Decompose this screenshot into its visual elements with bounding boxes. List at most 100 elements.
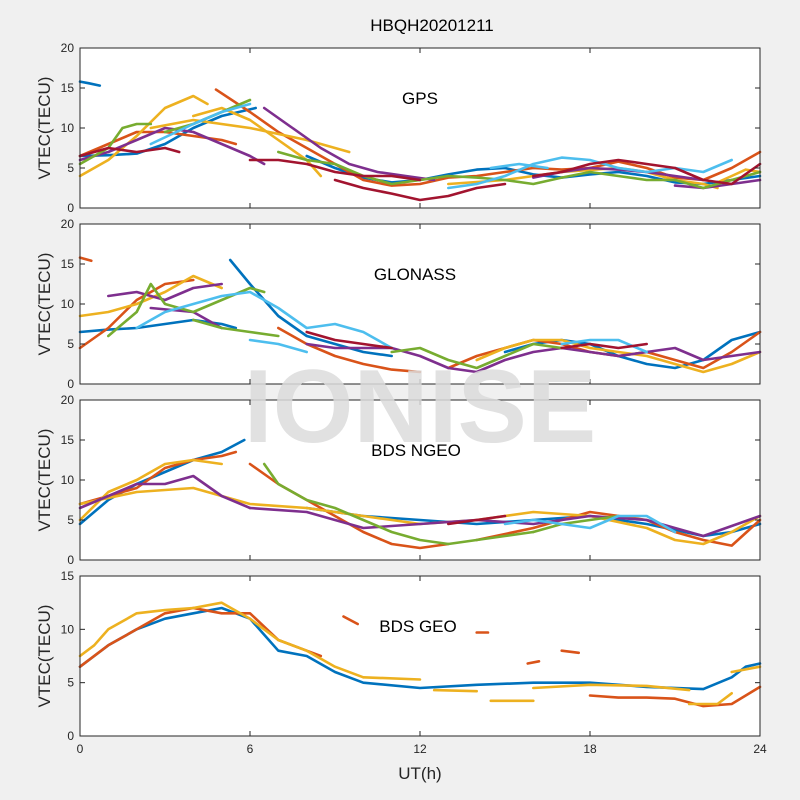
series-group-bds-ngeo [78,438,762,550]
series-line-gps-18 [149,102,252,146]
axes-frame-glonass [79,223,761,385]
series-line-glonass-20 [560,342,649,350]
x-tick-label: 24 [753,742,767,756]
series-line-bds-ngeo-8 [78,474,252,510]
series-line-glonass-8 [78,274,223,318]
series-line-gps-8 [149,118,351,154]
ticks-glonass: 0 5 10 15 20 [61,217,761,391]
plot-area-bds-geo [80,576,760,736]
y-tick-label: 0 [67,201,74,215]
axes-frame-gps [79,47,761,209]
series-line-gps-21 [78,146,181,158]
series-group-gps [78,80,762,202]
series-line-bds-geo-13 [687,691,734,706]
x-tick-label: 6 [247,742,254,756]
y-tick-label: 15 [61,81,75,95]
y-tick-label: 10 [61,622,75,636]
panel-glonass: 0 5 10 15 20 GLONASS VTEC(TECU) [35,217,762,391]
series-line-gps-1 [78,80,102,87]
series-line-gps-6 [78,94,209,178]
series-line-glonass-5 [78,278,195,350]
panel-label-bds-geo: BDS GEO [379,617,456,636]
y-axis-label-gps: VTEC(TECU) [35,77,54,180]
y-tick-label: 5 [67,513,74,527]
series-line-bds-geo-3 [342,615,360,626]
x-tick-label: 0 [77,742,84,756]
series-line-bds-geo-7 [588,685,762,708]
y-tick-label: 10 [61,473,75,487]
series-line-gps-23 [333,178,507,202]
watermark: IONISE [244,349,597,465]
series-line-glonass-14 [192,318,280,338]
series-line-gps-10 [716,168,762,184]
series-line-glonass-16 [135,290,394,350]
series-line-bds-ngeo-9 [248,506,762,538]
y-tick-label: 15 [61,569,75,583]
series-line-bds-ngeo-12 [503,514,677,534]
series-line-glonass-1 [78,256,93,263]
series-line-bds-geo-10 [432,688,479,693]
y-tick-label: 15 [61,257,75,271]
x-axis-label: UT(h) [398,764,441,783]
y-tick-label: 15 [61,433,75,447]
series-line-bds-ngeo-2 [305,506,762,538]
y-tick-label: 0 [67,729,74,743]
y-tick-label: 10 [61,297,75,311]
series-line-gps-24 [531,158,762,186]
ticks-gps: 0 5 10 15 20 [61,41,761,215]
series-line-bds-ngeo-1 [78,438,246,526]
series-group-bds-geo [78,601,762,708]
series-line-gps-20 [489,162,549,170]
y-tick-label: 5 [67,676,74,690]
panel-bds-geo: 0 5 10 15 0 6 12 18 24 BDS GEO VTEC(TECU) [35,569,767,756]
y-axis-label-bds-geo: VTEC(TECU) [35,605,54,708]
series-line-gps-14 [673,178,762,190]
series-line-gps-17 [276,150,762,190]
series-line-glonass-2 [78,318,238,334]
panel-bds-ngeo: 0 5 10 15 20 BDS NGEO VTEC(TECU) [35,393,762,567]
axes-frame-bds-geo [79,575,761,737]
series-line-bds-ngeo-13 [446,514,507,526]
y-tick-label: 5 [67,337,74,351]
series-line-glonass-19 [305,330,394,350]
panel-label-bds-ngeo: BDS NGEO [371,441,461,460]
series-line-glonass-17 [248,338,309,354]
series-group-glonass [78,256,762,374]
x-tick-label: 18 [583,742,597,756]
series-line-glonass-10 [107,282,223,302]
series-line-bds-ngeo-5 [475,510,762,547]
series-line-bds-geo-9 [361,675,422,681]
panel-label-gps: GPS [402,89,438,108]
series-line-bds-geo-5 [526,659,541,665]
series-line-gps-2 [78,106,257,158]
series-line-gps-15 [78,122,153,166]
series-line-glonass-9 [475,338,762,374]
series-line-bds-geo-14 [730,665,762,674]
axes-frame-bds-ngeo [79,399,761,561]
series-line-bds-ngeo-10 [262,462,535,546]
series-line-glonass-6 [276,326,422,374]
series-line-bds-geo-12 [531,683,691,692]
y-axis-label-bds-ngeo: VTEC(TECU) [35,429,54,532]
y-tick-label: 10 [61,121,75,135]
series-line-gps-19 [446,156,734,190]
series-line-bds-ngeo-11 [531,514,620,534]
series-line-gps-22 [248,158,422,182]
y-tick-label: 0 [67,553,74,567]
x-tick-label: 12 [413,742,427,756]
series-line-glonass-3 [228,258,394,358]
series-line-bds-geo-6 [560,649,581,655]
y-tick-label: 20 [61,41,75,55]
panel-gps: 0 5 10 15 20 GPS VTEC(TECU) [35,41,762,215]
y-tick-label: 0 [67,377,74,391]
series-line-bds-geo-8 [78,601,365,679]
y-tick-label: 20 [61,217,75,231]
panel-label-glonass: GLONASS [374,265,456,284]
plot-area-bds-ngeo [80,400,760,560]
series-line-glonass-12 [305,342,762,374]
y-tick-label: 5 [67,161,74,175]
figure-title: HBQH20201211 [370,16,494,35]
series-line-glonass-15 [390,342,564,370]
y-axis-label-glonass: VTEC(TECU) [35,253,54,356]
